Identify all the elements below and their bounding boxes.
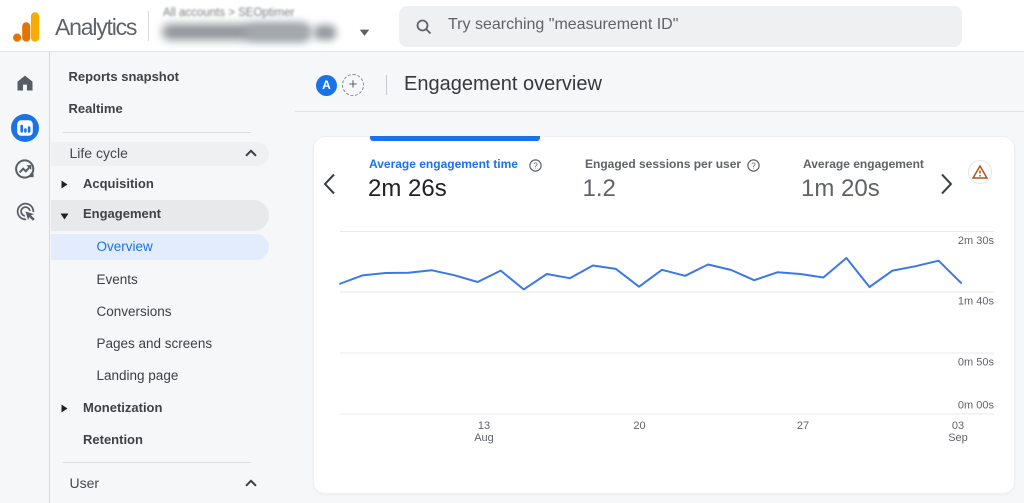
svg-text:Aug: Aug <box>474 432 494 444</box>
svg-text:0m 50s: 0m 50s <box>958 357 995 369</box>
svg-text:?: ? <box>533 161 538 170</box>
svg-text:20: 20 <box>633 420 645 432</box>
svg-text:0m 00s: 0m 00s <box>958 400 995 412</box>
svg-text:03: 03 <box>952 420 964 432</box>
svg-text:27: 27 <box>797 420 809 432</box>
svg-text:13: 13 <box>478 420 490 432</box>
svg-text:2m 30s: 2m 30s <box>958 235 995 247</box>
svg-text:Sep: Sep <box>948 432 968 444</box>
svg-text:?: ? <box>751 161 756 170</box>
svg-text:1m 40s: 1m 40s <box>958 296 995 308</box>
